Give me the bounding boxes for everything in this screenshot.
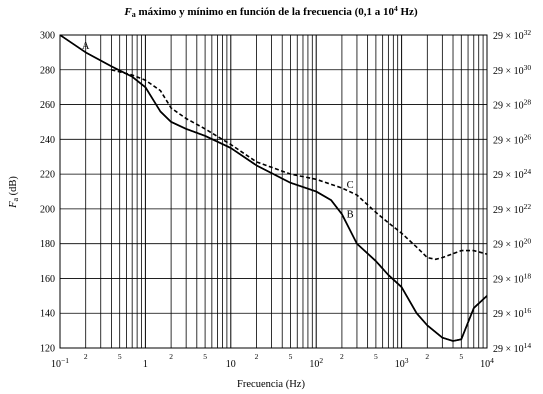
y-axis-label-symbol: F xyxy=(8,201,19,209)
chart-title: Fa máximo y mínimo en función de la frec… xyxy=(123,4,418,19)
y-tick-label: 300 xyxy=(40,31,55,42)
y-tick-label-right: 29 × 1032 xyxy=(493,28,531,42)
x-minor-tick-label: 5 xyxy=(203,352,207,361)
x-ticks: 10−1 1 10 102 103 104 2 5 2 5 2 5 2 5 2 5 xyxy=(51,352,494,370)
y-tick-label-right: 29 × 1014 xyxy=(493,341,531,355)
y-tick-label: 120 xyxy=(40,344,55,355)
y-tick-label-right: 29 × 1020 xyxy=(493,237,531,251)
y-tick-label-right: 29 × 1016 xyxy=(493,306,531,320)
chart-title-text: máximo y mínimo en función de la frecuen… xyxy=(136,6,395,18)
x-tick-label: 1 xyxy=(143,359,148,370)
y-tick-label: 140 xyxy=(40,309,55,320)
plot-frame xyxy=(59,34,488,349)
y-tick-label: 180 xyxy=(40,239,55,250)
left-y-ticks: 120 140 160 180 200 220 240 260 280 300 xyxy=(40,31,55,355)
x-minor-tick-label: 2 xyxy=(84,352,88,361)
y-tick-label-right: 29 × 1030 xyxy=(493,63,531,77)
y-tick-label-right: 29 × 1026 xyxy=(493,132,531,146)
curves xyxy=(59,34,488,342)
curve-c xyxy=(111,69,488,261)
chart-title-sup: 4 xyxy=(394,4,398,13)
x-minor-tick-label: 5 xyxy=(289,352,293,361)
chart-title-tail: Hz) xyxy=(398,6,418,18)
x-tick-label: 10 xyxy=(226,359,236,370)
y-axis-label-subscript: a xyxy=(11,198,20,202)
x-minor-tick-label: 2 xyxy=(169,352,173,361)
x-minor-tick-label: 5 xyxy=(459,352,463,361)
y-tick-label: 220 xyxy=(40,170,55,181)
curve-label-c: C xyxy=(347,180,354,191)
chart-title-subscript: a xyxy=(132,10,136,19)
curve-label-a: A xyxy=(82,41,90,52)
y-tick-label: 200 xyxy=(40,204,55,215)
chart-title-symbol: F xyxy=(123,6,132,18)
right-y-ticks: 29 × 1014 29 × 1016 29 × 1018 29 × 1020 29 ×… xyxy=(493,28,531,355)
grid xyxy=(59,34,487,349)
x-tick-label: 103 xyxy=(395,356,409,370)
x-minor-tick-label: 2 xyxy=(340,352,344,361)
y-tick-label-right: 29 × 1022 xyxy=(493,202,531,216)
x-tick-label: 104 xyxy=(480,356,494,370)
y-tick-label-right: 29 × 1024 xyxy=(493,167,531,181)
x-axis-label: Frecuencia (Hz) xyxy=(237,379,305,390)
y-axis-label: Fa (dB) xyxy=(8,176,20,209)
curve-label-b: B xyxy=(347,210,354,221)
curve-b xyxy=(59,34,488,342)
x-minor-tick-label: 5 xyxy=(118,352,122,361)
x-tick-label: 10−1 xyxy=(51,356,69,370)
y-tick-label: 160 xyxy=(40,274,55,285)
y-tick-label: 280 xyxy=(40,65,55,76)
x-minor-tick-label: 2 xyxy=(425,352,429,361)
x-minor-tick-label: 2 xyxy=(255,352,259,361)
y-axis-label-unit: (dB) xyxy=(8,176,19,198)
y-tick-label: 240 xyxy=(40,135,55,146)
curve-labels: A C B xyxy=(82,41,354,221)
y-tick-label-right: 29 × 1018 xyxy=(493,271,531,285)
y-tick-label: 260 xyxy=(40,100,55,111)
y-tick-label-right: 29 × 1028 xyxy=(493,98,531,112)
x-minor-tick-label: 5 xyxy=(374,352,378,361)
x-tick-label: 102 xyxy=(309,356,323,370)
curve-a xyxy=(59,34,488,342)
